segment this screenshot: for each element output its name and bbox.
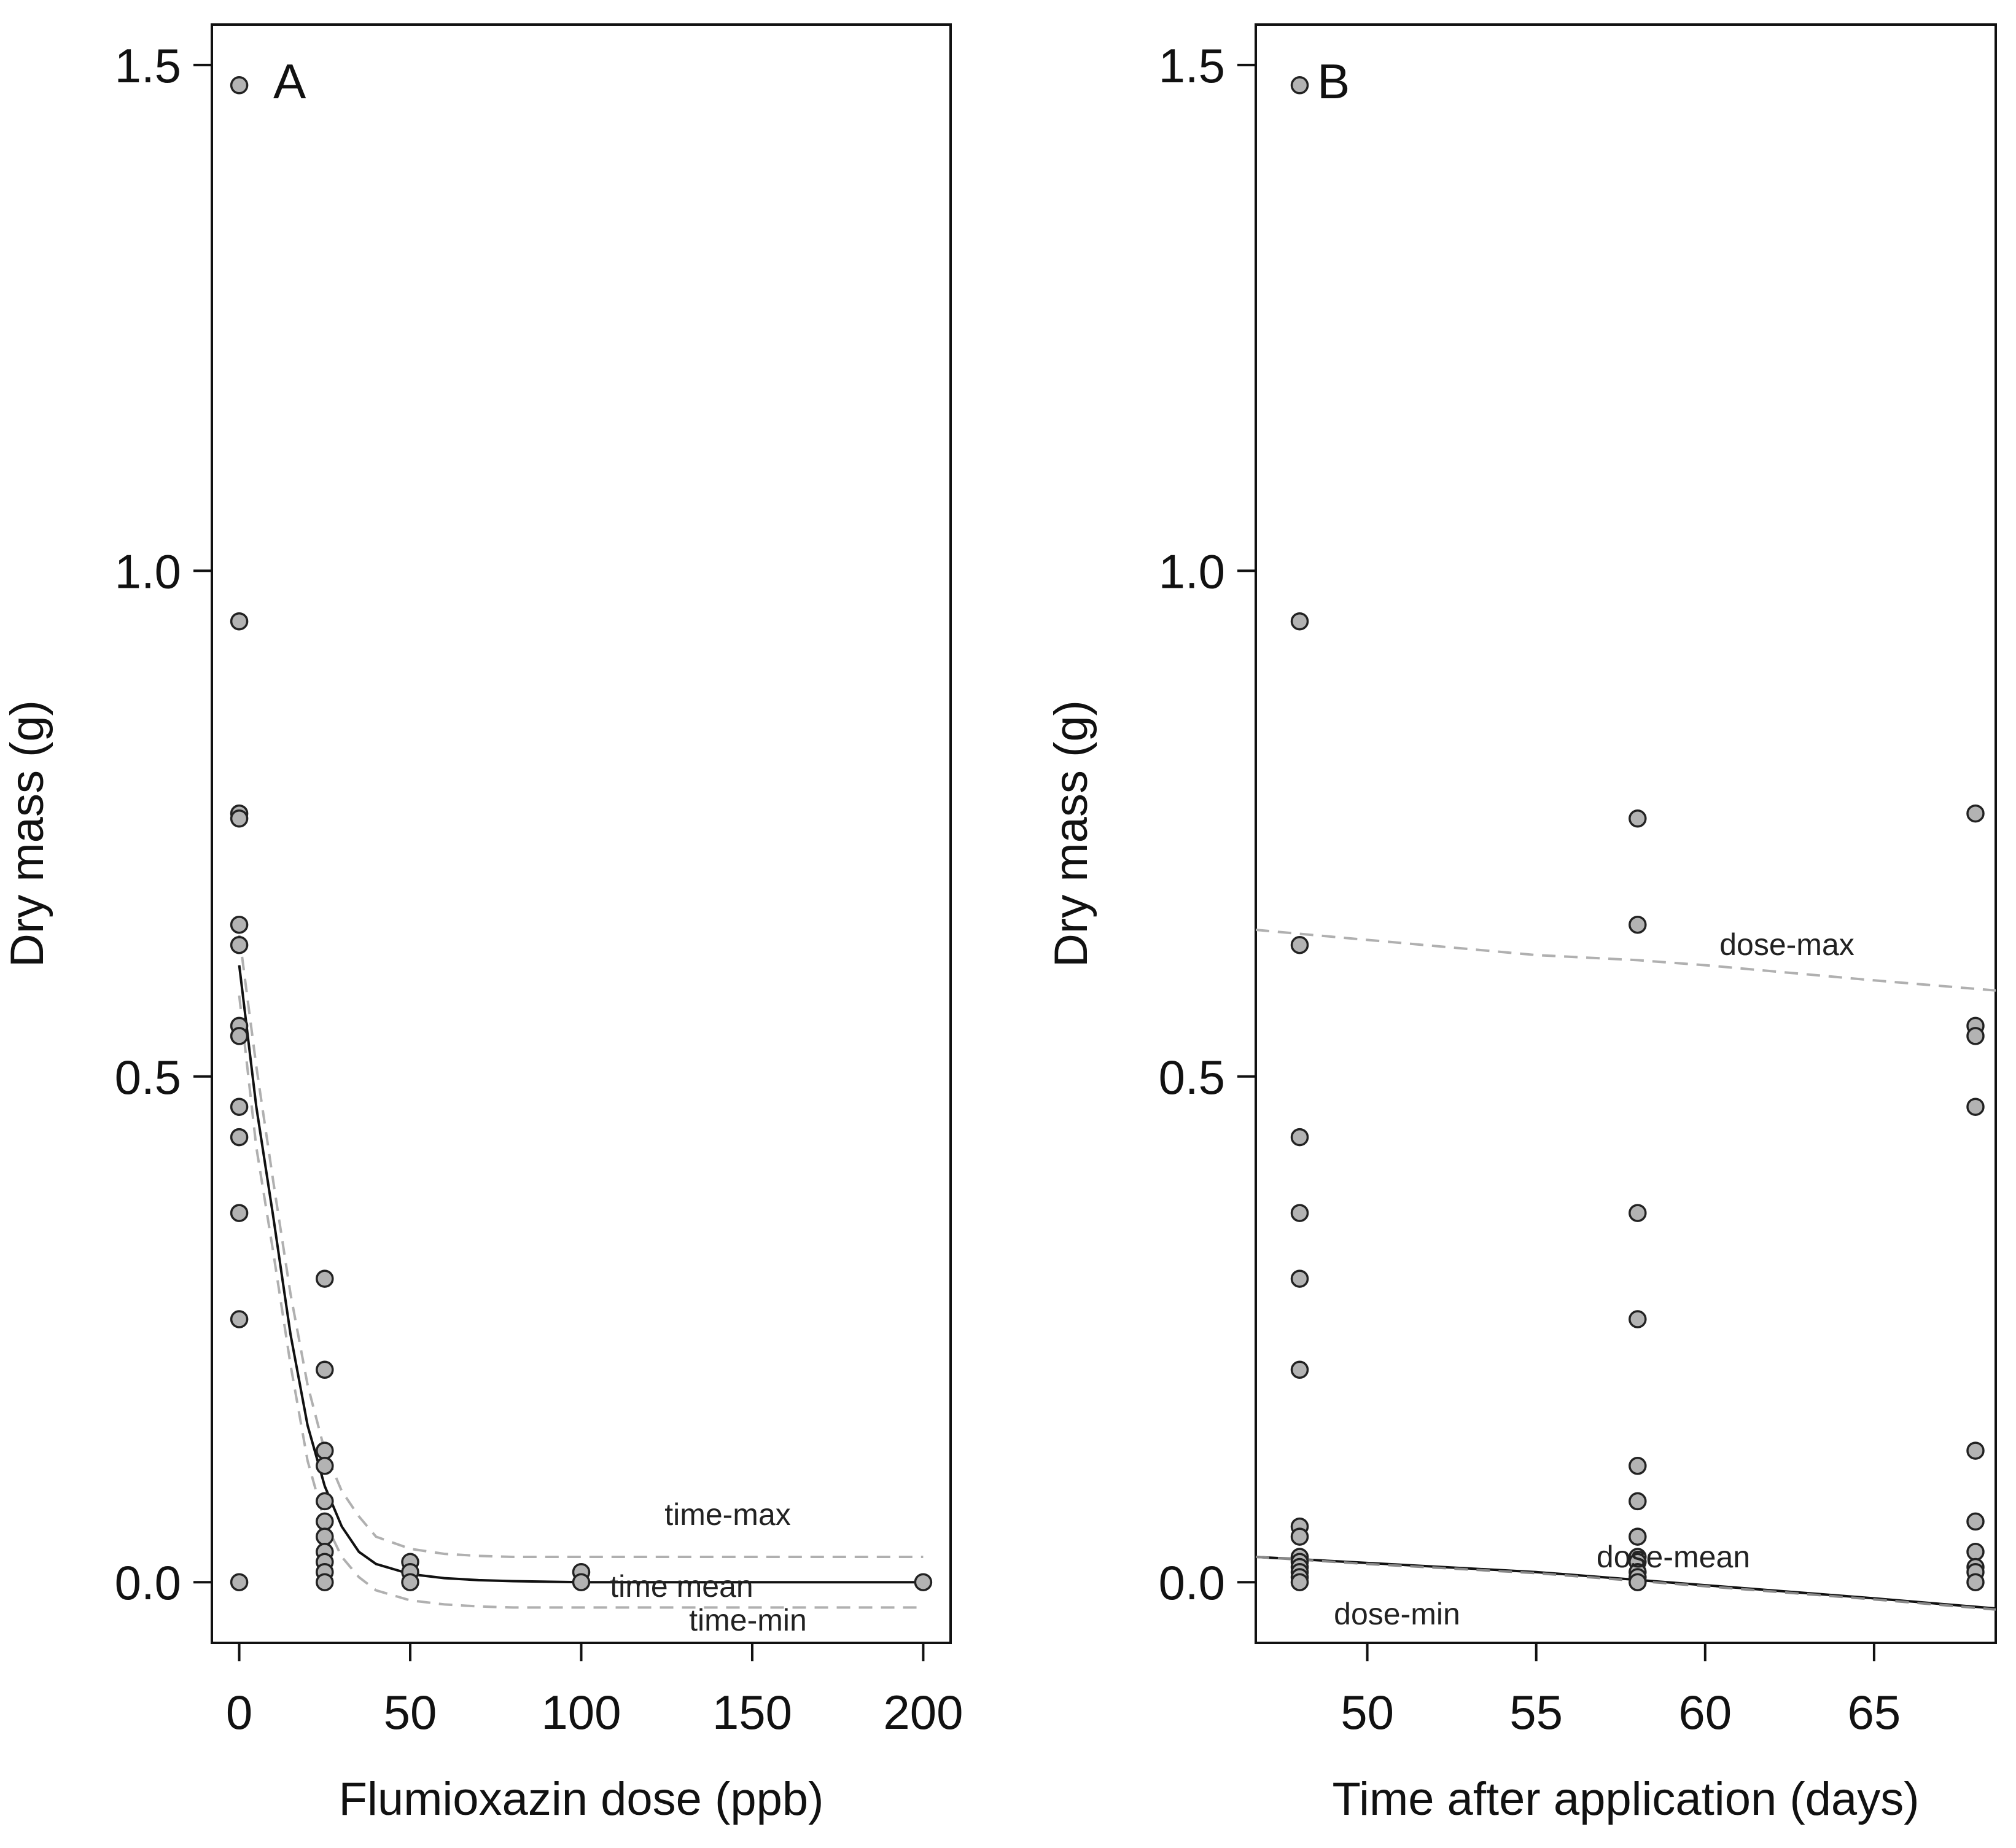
curve-label-time-mean: time mean — [610, 1569, 753, 1604]
data-point — [230, 76, 249, 95]
data-point — [1290, 612, 1309, 631]
data-point — [1966, 1097, 1985, 1116]
data-point — [1966, 1543, 1985, 1561]
data-point — [1966, 1573, 1985, 1591]
data-point — [230, 1204, 249, 1222]
data-point — [1290, 1573, 1309, 1591]
curve-time-min — [238, 995, 924, 1609]
y-tick-label: 0.0 — [115, 1556, 181, 1610]
panel-b: dose-max dose-mean dose-min 50 55 60 65 0.0 0.5 1… — [1045, 23, 1997, 1825]
data-point — [1629, 1204, 1647, 1222]
curve-label-time-min: time-min — [689, 1603, 807, 1637]
fitted-curves — [1256, 929, 1996, 1611]
x-tick-label: 60 — [1678, 1685, 1732, 1739]
data-point — [316, 1573, 334, 1591]
data-point — [914, 1573, 933, 1591]
x-axis-label: Flumioxazin dose (ppb) — [339, 1773, 824, 1825]
data-point — [1290, 1527, 1309, 1546]
curve-label-dose-mean: dose-mean — [1597, 1540, 1750, 1574]
data-point — [1629, 1573, 1647, 1591]
data-point — [1966, 1027, 1985, 1045]
x-axis-label: Time after application (days) — [1332, 1773, 1919, 1825]
data-point — [1966, 804, 1985, 823]
data-point — [1290, 1269, 1309, 1288]
data-point — [1290, 76, 1309, 95]
data-point — [316, 1527, 334, 1546]
x-tick-label: 150 — [712, 1685, 792, 1739]
data-point — [316, 1512, 334, 1531]
data-point — [1290, 1360, 1309, 1379]
data-point — [572, 1573, 591, 1591]
data-point — [1290, 1204, 1309, 1222]
panel-letter: A — [273, 54, 306, 109]
x-tick-label: 200 — [883, 1685, 963, 1739]
y-tick-label: 1.0 — [115, 544, 181, 598]
curve-dose-min — [1256, 1556, 1996, 1611]
data-point — [230, 1573, 249, 1591]
y-axis-label: Dry mass (g) — [1045, 700, 1097, 967]
curve-label-dose-min: dose-min — [1334, 1597, 1460, 1631]
data-point — [230, 1027, 249, 1045]
data-point — [230, 935, 249, 954]
data-point — [401, 1573, 419, 1591]
x-tick-label: 55 — [1509, 1685, 1563, 1739]
curve-label-time-max: time-max — [664, 1497, 791, 1532]
data-point — [316, 1360, 334, 1379]
panel-letter: B — [1317, 54, 1350, 109]
data-point — [316, 1269, 334, 1288]
data-point — [230, 915, 249, 934]
x-tick-label: 65 — [1848, 1685, 1901, 1739]
data-point — [230, 1097, 249, 1116]
curve-time-mean — [238, 965, 924, 1584]
data-point — [316, 1492, 334, 1511]
data-point — [1629, 1457, 1647, 1475]
y-tick-label: 1.5 — [1159, 39, 1225, 93]
data-point — [230, 1128, 249, 1147]
data-point — [1629, 1527, 1647, 1546]
data-point — [316, 1457, 334, 1475]
y-tick-label: 1.0 — [1159, 544, 1225, 598]
data-point — [1629, 915, 1647, 934]
curve-dose-max — [1256, 929, 1996, 992]
curve-label-dose-max: dose-max — [1719, 927, 1854, 962]
data-point — [1629, 809, 1647, 828]
data-point — [1629, 1310, 1647, 1328]
y-tick-label: 0.0 — [1159, 1556, 1225, 1610]
x-tick-label: 100 — [541, 1685, 621, 1739]
data-point — [1290, 1128, 1309, 1147]
data-point — [230, 612, 249, 631]
curve-time-max — [238, 934, 924, 1558]
fitted-curves — [238, 934, 924, 1609]
y-tick-label: 0.5 — [115, 1050, 181, 1104]
data-point — [230, 809, 249, 828]
data-point — [1966, 1441, 1985, 1460]
data-point — [316, 1441, 334, 1460]
data-point — [1290, 935, 1309, 954]
data-point — [230, 1310, 249, 1328]
x-tick-label: 50 — [384, 1685, 437, 1739]
data-point — [1966, 1512, 1985, 1531]
y-axis-label: Dry mass (g) — [1, 700, 53, 967]
y-tick-label: 1.5 — [115, 39, 181, 93]
x-tick-label: 50 — [1341, 1685, 1394, 1739]
data-point — [1629, 1492, 1647, 1511]
y-tick-label: 0.5 — [1159, 1050, 1225, 1104]
x-tick-label: 0 — [226, 1685, 252, 1739]
